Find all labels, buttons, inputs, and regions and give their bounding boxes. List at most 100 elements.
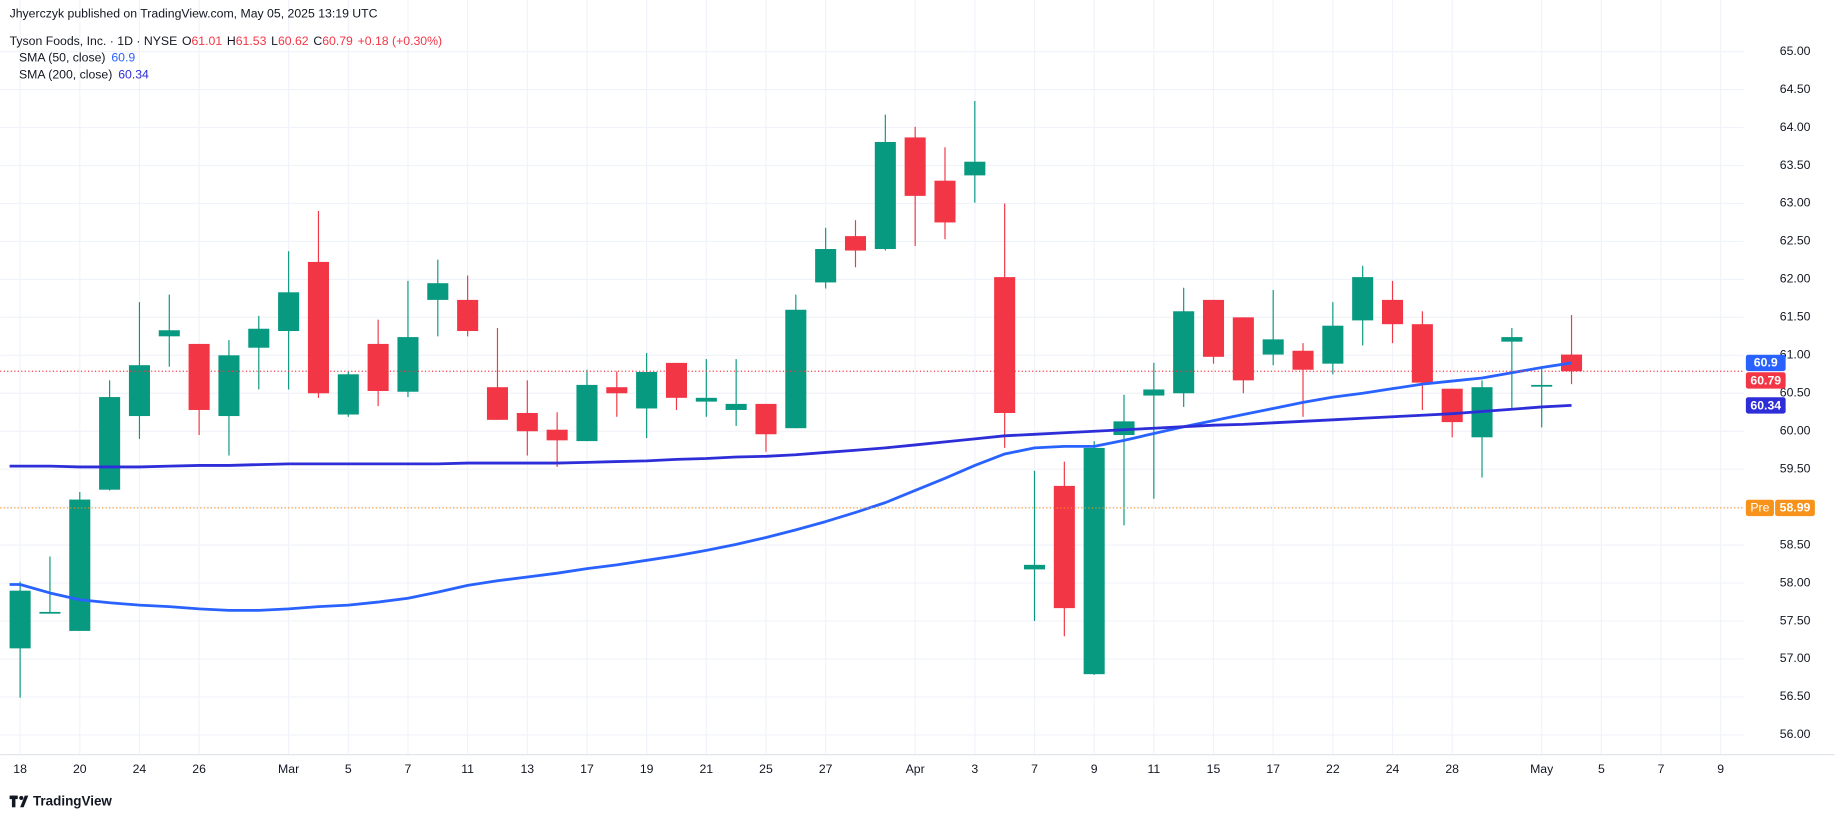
logo-part xyxy=(19,795,24,801)
candle-body xyxy=(665,362,688,398)
candle-body xyxy=(695,397,717,402)
candle-body xyxy=(874,141,896,250)
candle-body xyxy=(964,161,986,176)
candle-body xyxy=(486,387,508,420)
candle-body xyxy=(427,283,449,300)
x-tick-label: 20 xyxy=(73,762,87,776)
y-tick-label: 64.00 xyxy=(1780,120,1811,134)
price-badge-label: 60.79 xyxy=(1750,373,1781,387)
sma-line xyxy=(9,404,1572,469)
y-tick-label: 58.00 xyxy=(1780,575,1811,589)
candle-body xyxy=(9,590,31,649)
x-tick-label: 7 xyxy=(405,762,412,776)
y-tick-label: 62.00 xyxy=(1780,272,1811,286)
sma-line xyxy=(9,361,1572,612)
premarket-badge-label: 58.99 xyxy=(1780,501,1811,515)
x-tick-label: 19 xyxy=(640,762,654,776)
brand: TradingView xyxy=(33,794,112,809)
sma-value: 60.34 xyxy=(118,68,149,82)
candle-body xyxy=(1262,339,1284,355)
candle-body xyxy=(1173,311,1195,394)
candle-body xyxy=(1202,299,1225,357)
x-tick-label: 5 xyxy=(1598,762,1605,776)
ohlc-key: C xyxy=(313,34,322,48)
candle-body xyxy=(934,180,956,223)
x-tick-label: 3 xyxy=(971,762,978,776)
price-badge xyxy=(1745,372,1786,389)
candle-body xyxy=(755,403,777,435)
ohlc-value: 61.01 xyxy=(191,34,222,48)
candle-body xyxy=(99,397,121,490)
x-tick-label: 17 xyxy=(1266,762,1280,776)
x-tick-label: 11 xyxy=(461,762,474,776)
price-badge xyxy=(1745,397,1786,414)
price-badge-label: 60.9 xyxy=(1754,356,1778,370)
candle-body xyxy=(39,611,61,614)
x-tick-label: 7 xyxy=(1031,762,1038,776)
x-tick-label: 27 xyxy=(819,762,833,776)
candle-body xyxy=(1232,317,1254,381)
logo-part xyxy=(11,795,16,808)
candle-body xyxy=(1501,337,1523,342)
candle-body xyxy=(1561,354,1583,372)
candle-body xyxy=(516,413,538,432)
ohlc-key: O xyxy=(182,34,192,48)
candle-body xyxy=(307,261,329,394)
sma-legend: SMA (50, close) 60.9 xyxy=(19,51,135,65)
x-tick-label: 15 xyxy=(1207,762,1221,776)
candle-body xyxy=(397,337,419,392)
x-tick-label: 13 xyxy=(520,762,534,776)
sma-legend: SMA (200, close) 60.34 xyxy=(19,68,149,82)
x-tick-label: 18 xyxy=(13,762,27,776)
candle-body xyxy=(606,387,628,394)
y-tick-label: 59.50 xyxy=(1780,461,1811,475)
legend: Tyson Foods, Inc. · 1D · NYSE O61.01 H61.5… xyxy=(10,34,443,81)
y-tick-label: 60.00 xyxy=(1780,423,1811,437)
x-tick-label: May xyxy=(1530,762,1554,776)
premarket-tag xyxy=(1745,499,1774,517)
candle-body xyxy=(1023,564,1046,570)
candle-body xyxy=(636,372,658,409)
y-tick-label: 57.00 xyxy=(1780,651,1811,665)
candle-body xyxy=(904,137,926,196)
logo-part xyxy=(20,795,29,808)
y-tick-label: 65.00 xyxy=(1780,44,1811,58)
y-tick-label: 60.50 xyxy=(1780,386,1811,400)
sma-name: SMA (200, close) xyxy=(19,68,112,82)
y-tick-label: 56.00 xyxy=(1780,727,1811,741)
candle-body xyxy=(815,249,837,283)
y-tick-label: 58.50 xyxy=(1780,537,1811,551)
y-tick-label: 57.50 xyxy=(1780,613,1811,627)
candle-body xyxy=(128,365,150,417)
candle-body xyxy=(1143,389,1165,396)
candle-body xyxy=(1083,447,1105,675)
ohlc-key: L xyxy=(271,34,278,48)
ohlc-value: 61.53 xyxy=(236,34,267,48)
candle-body xyxy=(1322,325,1344,364)
candle-body xyxy=(1352,277,1374,321)
y-tick-label: 63.50 xyxy=(1780,158,1811,172)
candle-body xyxy=(1381,299,1404,325)
ohlc-value: 60.62 xyxy=(278,34,309,48)
x-tick-label: 7 xyxy=(1658,762,1665,776)
candle-body xyxy=(188,343,210,410)
x-tick-label: 5 xyxy=(345,762,352,776)
price-badge-label: 60.34 xyxy=(1750,398,1781,412)
candle-body xyxy=(69,499,91,631)
candle-body xyxy=(1292,350,1314,370)
x-tick-label: 9 xyxy=(1717,762,1724,776)
candle-body xyxy=(1411,324,1433,383)
candle-body xyxy=(844,236,867,251)
y-tick-label: 63.00 xyxy=(1780,196,1811,210)
candle-body xyxy=(457,299,479,332)
sma-name: SMA (50, close) xyxy=(19,51,106,65)
candle-body xyxy=(576,384,598,442)
x-tick-label: 24 xyxy=(1386,762,1400,776)
ohlc-value: 60.79 xyxy=(322,34,353,48)
price-badge xyxy=(1745,354,1786,372)
x-tick-label: 25 xyxy=(759,762,773,776)
candle-body xyxy=(785,309,807,429)
candle-body xyxy=(1113,421,1135,436)
